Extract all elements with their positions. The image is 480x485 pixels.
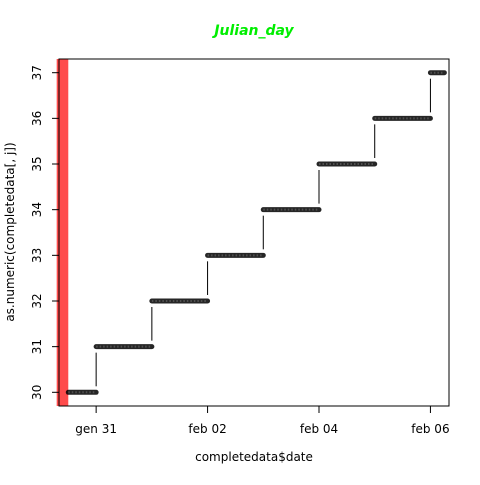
y-tick-label: 37 <box>30 65 44 80</box>
plot-frame <box>58 58 450 407</box>
y-tick-label: 30 <box>30 385 44 400</box>
y-axis-label: as.numeric(completedata[, j]) <box>3 142 17 321</box>
x-tick-label: gen 31 <box>75 422 117 436</box>
y-tick-label: 36 <box>30 111 44 126</box>
y-axis: 30 31 32 33 34 35 36 37 <box>30 65 59 400</box>
highlight-band-layer <box>56 59 69 406</box>
x-tick-label: feb 04 <box>300 422 338 436</box>
chart-title: Julian_day <box>211 23 294 39</box>
x-tick-label: feb 02 <box>188 422 226 436</box>
plot-area <box>59 59 449 406</box>
highlight-band <box>56 59 69 406</box>
y-tick-label: 32 <box>30 293 44 308</box>
data-series-layer <box>65 70 447 395</box>
y-tick-label: 33 <box>30 248 44 263</box>
x-axis: gen 31 feb 02 feb 04 feb 06 <box>75 406 450 436</box>
y-tick-label: 31 <box>30 339 44 354</box>
y-tick-label: 35 <box>30 156 44 171</box>
x-axis-label: completedata$date <box>195 450 313 464</box>
y-tick-label: 34 <box>30 202 44 217</box>
x-tick-label: feb 06 <box>411 422 449 436</box>
